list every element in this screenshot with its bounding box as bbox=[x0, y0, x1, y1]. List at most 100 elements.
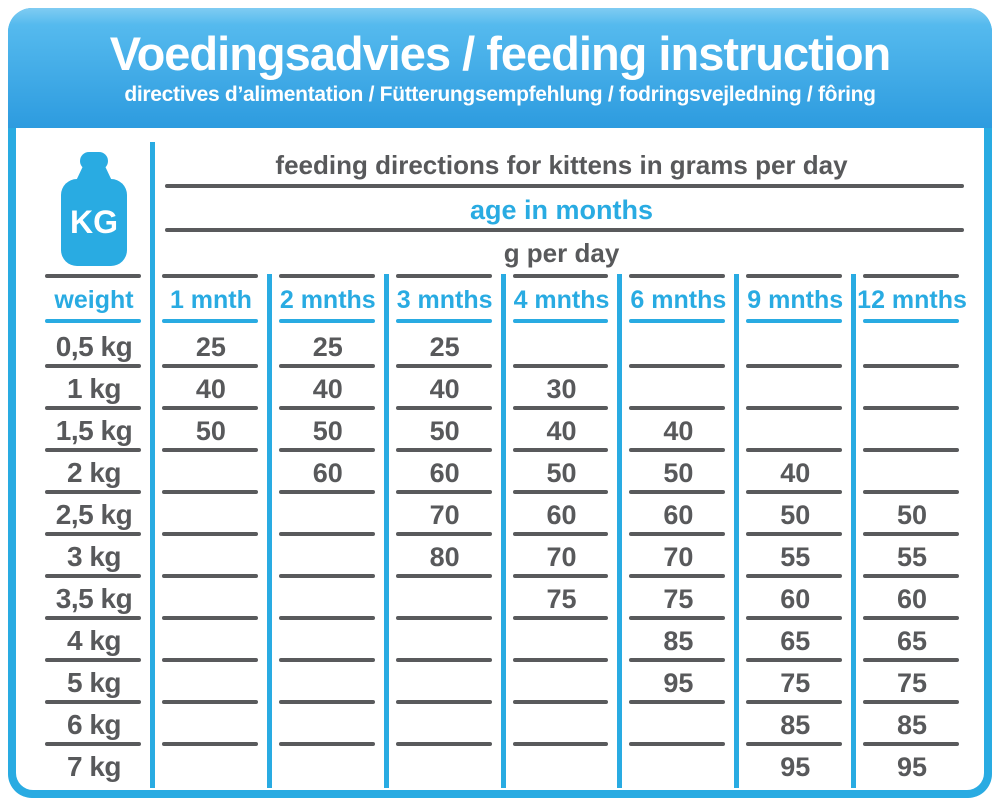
feeding-value-r5-c4: 70 bbox=[617, 536, 734, 578]
feeding-value-r2-c1: 50 bbox=[266, 410, 384, 452]
feeding-value-r7-c4: 85 bbox=[617, 620, 734, 662]
kg-weight-icon: KG bbox=[61, 152, 127, 266]
feeding-value-r5-c5: 55 bbox=[734, 536, 851, 578]
feeding-value-r5-c1 bbox=[266, 536, 384, 578]
table-panel: KG feeding directions for kittens in gra… bbox=[16, 128, 984, 790]
feeding-value-r6-c2 bbox=[383, 578, 501, 620]
feeding-value-r1-c2: 40 bbox=[383, 368, 501, 410]
weight-label-row-8: 5 kg bbox=[38, 662, 150, 704]
kg-badge-label: KG bbox=[70, 204, 118, 240]
column-header-weight: weight bbox=[38, 274, 150, 326]
feeding-value-r3-c4: 50 bbox=[617, 452, 734, 494]
feeding-value-r3-c5: 40 bbox=[734, 452, 851, 494]
feeding-value-r8-c5: 75 bbox=[734, 662, 851, 704]
feeding-value-r1-c4 bbox=[617, 368, 734, 410]
weight-label-row-5: 3 kg bbox=[38, 536, 150, 578]
feeding-value-r8-c2 bbox=[383, 662, 501, 704]
page-title: Voedingsadvies / feeding instruction bbox=[109, 27, 892, 81]
feeding-value-r5-c3: 70 bbox=[500, 536, 618, 578]
feeding-value-r0-c5 bbox=[734, 326, 851, 368]
weight-label-row-6: 3,5 kg bbox=[38, 578, 150, 620]
feeding-value-r0-c4 bbox=[617, 326, 734, 368]
feeding-value-r2-c0: 50 bbox=[150, 410, 267, 452]
page-subtitle: directives d’alimentation / Fütterungsem… bbox=[124, 82, 876, 106]
feeding-value-r8-c1 bbox=[266, 662, 384, 704]
feeding-value-r4-c2: 70 bbox=[383, 494, 501, 536]
feeding-value-r2-c5 bbox=[734, 410, 851, 452]
feeding-value-r5-c2: 80 bbox=[383, 536, 501, 578]
feeding-value-r8-c0 bbox=[150, 662, 267, 704]
feeding-value-r7-c0 bbox=[150, 620, 267, 662]
feeding-value-r4-c1 bbox=[266, 494, 384, 536]
feeding-value-r9-c2 bbox=[383, 704, 501, 746]
feeding-value-r3-c0 bbox=[150, 452, 267, 494]
feeding-value-r9-c1 bbox=[266, 704, 384, 746]
weight-label-row-2: 1,5 kg bbox=[38, 410, 150, 452]
feeding-value-r2-c4: 40 bbox=[617, 410, 734, 452]
column-header-9-mnths: 9 mnths bbox=[734, 274, 851, 326]
feeding-value-r0-c1: 25 bbox=[266, 326, 384, 368]
column-header-3-mnths: 3 mnths bbox=[383, 274, 501, 326]
feeding-value-r10-c0 bbox=[150, 746, 267, 788]
feeding-value-r0-c2: 25 bbox=[383, 326, 501, 368]
feeding-value-r9-c3 bbox=[500, 704, 618, 746]
feeding-value-r7-c6: 65 bbox=[851, 620, 968, 662]
column-header-4-mnths: 4 mnths bbox=[500, 274, 618, 326]
feeding-value-r3-c6 bbox=[851, 452, 968, 494]
feeding-value-r10-c4 bbox=[617, 746, 734, 788]
column-header-2-mnths: 2 mnths bbox=[266, 274, 384, 326]
weight-label-row-9: 6 kg bbox=[38, 704, 150, 746]
feeding-value-r1-c6 bbox=[851, 368, 968, 410]
header-band: Voedingsadvies / feeding instruction dir… bbox=[8, 8, 992, 128]
feeding-value-r10-c1 bbox=[266, 746, 384, 788]
feeding-value-r4-c3: 60 bbox=[500, 494, 618, 536]
weight-label-row-7: 4 kg bbox=[38, 620, 150, 662]
feeding-value-r6-c1 bbox=[266, 578, 384, 620]
feeding-value-r5-c0 bbox=[150, 536, 267, 578]
weight-label-row-0: 0,5 kg bbox=[38, 326, 150, 368]
feeding-value-r6-c6: 60 bbox=[851, 578, 968, 620]
feeding-table: KG feeding directions for kittens in gra… bbox=[38, 142, 968, 788]
feeding-value-r7-c5: 65 bbox=[734, 620, 851, 662]
feeding-value-r6-c3: 75 bbox=[500, 578, 618, 620]
feeding-value-r3-c2: 60 bbox=[383, 452, 501, 494]
header-feeding-directions: feeding directions for kittens in grams … bbox=[150, 142, 968, 188]
feeding-value-r0-c6 bbox=[851, 326, 968, 368]
feeding-value-r4-c4: 60 bbox=[617, 494, 734, 536]
kg-weight-icon-cell: KG bbox=[38, 142, 150, 274]
feeding-value-r10-c2 bbox=[383, 746, 501, 788]
weight-label-row-4: 2,5 kg bbox=[38, 494, 150, 536]
header-g-per-day: g per day bbox=[150, 232, 968, 274]
weight-label-row-3: 2 kg bbox=[38, 452, 150, 494]
feeding-value-r10-c5: 95 bbox=[734, 746, 851, 788]
header-age-in-months: age in months bbox=[150, 188, 968, 232]
feeding-value-r9-c4 bbox=[617, 704, 734, 746]
feeding-value-r2-c6 bbox=[851, 410, 968, 452]
weight-label-row-1: 1 kg bbox=[38, 368, 150, 410]
column-header-12-mnths: 12 mnths bbox=[851, 274, 968, 326]
feeding-value-r7-c1 bbox=[266, 620, 384, 662]
feeding-value-r0-c3 bbox=[500, 326, 618, 368]
feeding-value-r1-c5 bbox=[734, 368, 851, 410]
feeding-value-r6-c0 bbox=[150, 578, 267, 620]
column-header-6-mnths: 6 mnths bbox=[617, 274, 734, 326]
feeding-value-r2-c2: 50 bbox=[383, 410, 501, 452]
feeding-value-r2-c3: 40 bbox=[500, 410, 618, 452]
column-header-1-mnth: 1 mnth bbox=[150, 274, 267, 326]
feeding-value-r1-c3: 30 bbox=[500, 368, 618, 410]
feeding-value-r1-c0: 40 bbox=[150, 368, 267, 410]
feeding-instruction-card: Voedingsadvies / feeding instruction dir… bbox=[8, 8, 992, 798]
feeding-value-r4-c5: 50 bbox=[734, 494, 851, 536]
feeding-value-r8-c3 bbox=[500, 662, 618, 704]
feeding-value-r6-c5: 60 bbox=[734, 578, 851, 620]
feeding-value-r5-c6: 55 bbox=[851, 536, 968, 578]
feeding-value-r3-c1: 60 bbox=[266, 452, 384, 494]
feeding-value-r9-c6: 85 bbox=[851, 704, 968, 746]
feeding-value-r7-c3 bbox=[500, 620, 618, 662]
feeding-value-r9-c0 bbox=[150, 704, 267, 746]
feeding-value-r9-c5: 85 bbox=[734, 704, 851, 746]
weight-label-row-10: 7 kg bbox=[66, 751, 122, 782]
feeding-value-r6-c4: 75 bbox=[617, 578, 734, 620]
feeding-value-r7-c2 bbox=[383, 620, 501, 662]
feeding-value-r4-c0 bbox=[150, 494, 267, 536]
